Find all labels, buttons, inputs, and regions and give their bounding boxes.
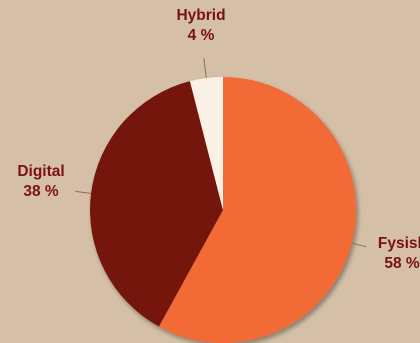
leader-line-digital [75, 190, 92, 194]
slice-label-hybrid: Hybrid [176, 7, 225, 24]
slice-label-fysisk: Fysisk [378, 235, 420, 252]
leader-line-fysisk [351, 242, 367, 248]
leader-lines [75, 58, 367, 248]
slice-value-digital: 38 % [23, 183, 59, 200]
pie-slice-fysisk [158, 77, 357, 343]
slice-value-fysisk: 58 % [384, 255, 420, 272]
slice-value-hybrid: 4 % [188, 27, 215, 44]
leader-line-hybrid [203, 58, 207, 79]
pie-slice-hybrid [189, 77, 223, 210]
pie-slice-digital [90, 81, 223, 327]
slice-label-digital: Digital [17, 163, 64, 180]
slice-labels: Fysisk 58 % Digital 38 % Hybrid 4 % [17, 7, 420, 272]
pie-slices [90, 77, 357, 343]
